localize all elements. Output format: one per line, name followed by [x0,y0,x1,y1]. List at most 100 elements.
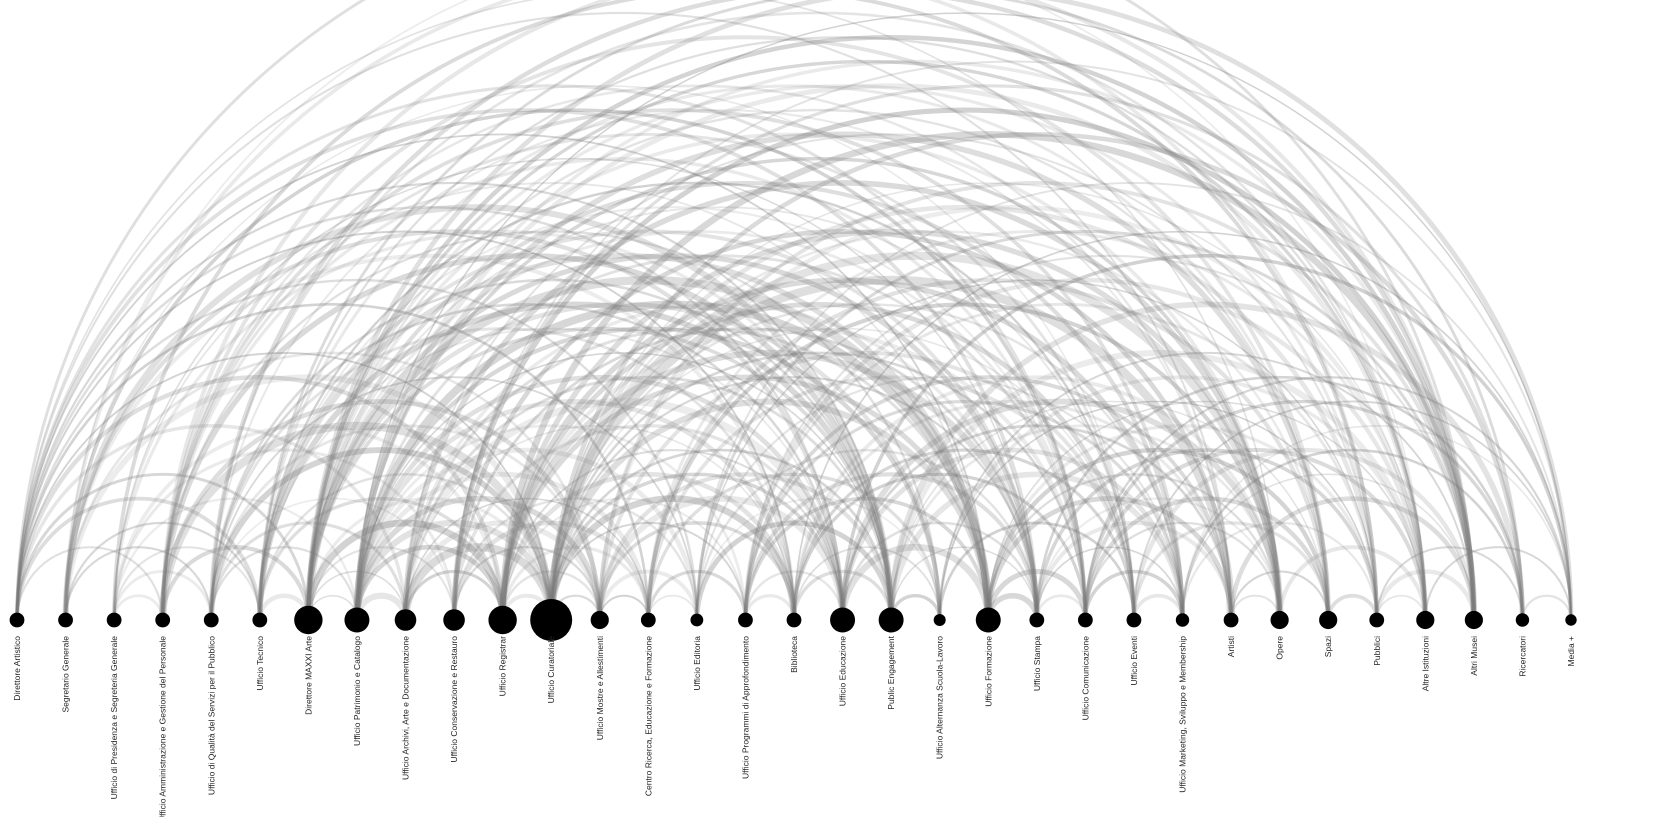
node-n01[interactable] [9,612,25,628]
arc-n04-n07 [160,545,311,621]
arc-n13-n14 [598,594,650,621]
arc-n11-n22 [499,350,1040,621]
arc-n22-n23 [1035,594,1087,621]
arc-n02-n18 [63,229,845,621]
node-n30[interactable] [1416,610,1435,630]
node-n25[interactable] [1175,613,1190,627]
arc-n19-n30 [888,350,1429,621]
node-n17[interactable] [786,612,802,628]
arc-n13-n18 [596,495,846,621]
arc-n07-n21 [304,276,993,621]
node-n28[interactable] [1319,610,1338,630]
arc-n07-n09 [307,570,407,621]
arc-n10-n33 [453,61,1572,621]
node-n15[interactable] [690,613,704,627]
arc-n22-n32 [1035,375,1524,621]
node-n23[interactable] [1077,612,1093,628]
arc-n01-n15 [15,279,699,621]
arc-n18-n26 [841,425,1233,621]
node-label-n28: Spazi [1323,636,1333,657]
node-label-n02: Segretario Generale [61,636,71,713]
node-n32[interactable] [1515,613,1530,627]
arc-n14-n16 [646,569,748,621]
node-n13[interactable] [590,610,609,630]
node-n08[interactable] [344,607,370,633]
arc-n19-n27 [889,424,1281,621]
arc-n20-n24 [938,521,1136,621]
node-n27[interactable] [1270,610,1289,630]
node-label-n12: Ufficio Curatoriale [546,636,556,704]
node-n24[interactable] [1126,612,1142,628]
arc-n29-n32 [1375,546,1524,621]
node-n04[interactable] [155,612,171,628]
arc-n09-n14 [404,497,650,621]
arc-n17-n33 [793,230,1572,621]
arc-n02-n29 [63,0,1379,621]
arc-n07-n33 [305,0,1574,621]
arc-n04-n12 [158,421,556,621]
node-n26[interactable] [1223,612,1239,628]
node-n29[interactable] [1369,612,1385,628]
arc-n01-n12 [16,351,553,621]
arc-n12-n16 [550,521,747,621]
arc-n28-n29 [1326,594,1379,621]
node-n11[interactable] [488,605,517,635]
arc-n10-n13 [452,546,601,621]
node-n22[interactable] [1029,612,1045,628]
arc-n08-n14 [354,472,651,621]
arc-n03-n08 [113,497,359,621]
node-n19[interactable] [878,607,904,633]
node-n18[interactable] [830,607,856,633]
arc-n21-n30 [987,401,1427,621]
node-n05[interactable] [203,612,219,628]
node-label-n27: Opere [1275,636,1285,660]
node-n03[interactable] [106,612,122,628]
arc-n07-n20 [306,302,942,621]
arc-n09-n18 [401,397,847,621]
node-n06[interactable] [252,612,268,628]
arc-n05-n19 [209,279,893,621]
arc-n14-n24 [646,375,1136,621]
node-n33[interactable] [1565,614,1577,626]
arc-n11-n27 [499,228,1283,621]
arc-n02-n23 [63,108,1088,621]
arc-n18-n27 [839,398,1283,621]
node-n02[interactable] [58,612,73,628]
arc-n19-n32 [888,301,1526,621]
arc-n15-n22 [695,449,1039,621]
arc-n08-n13 [354,495,603,621]
node-n21[interactable] [975,607,1001,633]
arc-n03-n19 [112,230,893,621]
arc-n24-n31 [1131,447,1477,621]
node-n20[interactable] [933,614,946,626]
arc-n20-n31 [938,351,1475,621]
node-label-n01: Direttore Artistico [12,636,22,701]
arc-n12-n21 [548,398,992,621]
arc-n06-n21 [257,253,991,621]
node-n12[interactable] [530,599,573,641]
arc-n06-n19 [256,301,894,621]
arc-n09-n22 [403,303,1039,621]
node-label-n09: Ufficio Archivi, Arte e Documentazione [401,636,411,780]
node-n16[interactable] [738,612,753,628]
arc-n01-n04 [15,546,164,621]
arc-n17-n24 [792,448,1136,621]
arc-n15-n33 [695,182,1572,621]
node-label-n06: Ufficio Tecnico [255,636,265,691]
arc-n07-n10 [307,546,456,621]
arc-n01-n09 [15,424,408,621]
node-n31[interactable] [1464,610,1483,630]
node-label-n07: Direttore MAXXI Arte [303,636,313,715]
node-n07[interactable] [294,605,323,635]
node-n10[interactable] [443,609,465,631]
arc-n21-n23 [985,568,1088,621]
node-n09[interactable] [394,609,417,631]
node-n14[interactable] [640,612,656,628]
arc-n07-n27 [306,132,1282,621]
arc-n15-n19 [694,520,894,621]
arc-n05-n09 [209,521,408,621]
arc-n02-n13 [64,351,602,621]
arc-n32-n33 [1521,594,1573,621]
arc-n07-n25 [306,181,1185,621]
arc-n07-n31 [306,34,1477,621]
